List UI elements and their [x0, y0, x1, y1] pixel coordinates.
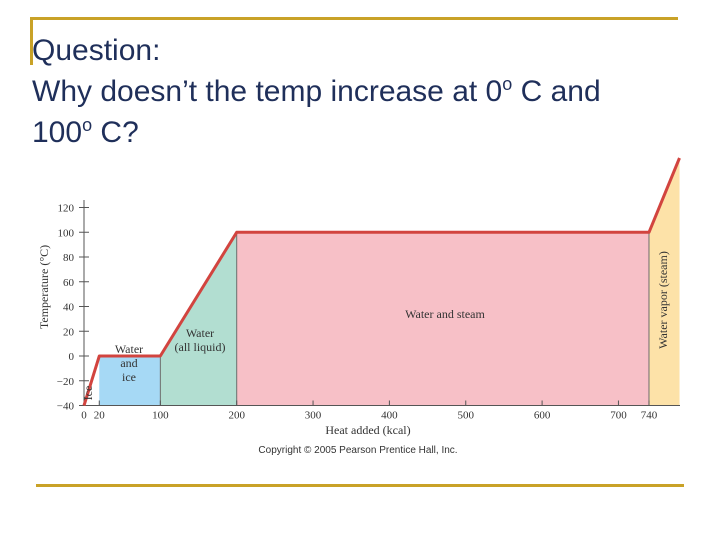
region-label: and — [120, 356, 137, 370]
question-text: Question: Why doesn’t the temp increase … — [32, 30, 692, 153]
region-fills — [84, 158, 680, 406]
question-line-2-text: Why doesn’t the temp increase at 0 — [32, 75, 503, 108]
x-tick-label: 0 — [81, 410, 87, 422]
region-label: Water vapor (steam) — [656, 251, 670, 349]
x-tick-label: 600 — [534, 410, 551, 422]
x-tick-label: 500 — [458, 410, 475, 422]
question-line-3-end: C? — [92, 116, 139, 149]
degree-symbol: o — [82, 115, 93, 135]
region-fill-4 — [648, 158, 680, 406]
left-accent-rule — [30, 17, 33, 65]
y-tick-label: 120 — [58, 203, 75, 215]
y-tick-label: 80 — [63, 252, 75, 264]
y-axis-title: Temperature (°C) — [37, 245, 51, 329]
y-tick-label: 0 — [69, 351, 75, 363]
region-label: Water and steam — [405, 307, 485, 321]
question-line-2-end: C and — [512, 75, 601, 108]
x-axis-title: Heat added (kcal) — [325, 423, 410, 437]
y-tick-label: −40 — [57, 401, 75, 413]
region-fill-1 — [99, 356, 161, 406]
x-tick-label: 740 — [641, 410, 658, 422]
y-tick-label: −20 — [57, 376, 75, 388]
question-line-3-text: 100 — [32, 116, 83, 149]
x-tick-label: 400 — [381, 410, 398, 422]
chart-axes: −40 −20 0 20 40 60 80 100 120 0 20 100 200 300 400 500 6… — [57, 200, 680, 422]
region-label: (all liquid) — [175, 340, 226, 354]
x-tick-label: 20 — [94, 410, 106, 422]
degree-symbol: o — [502, 74, 513, 94]
question-line-3: 100o C? — [32, 112, 692, 153]
region-label: Water — [186, 326, 214, 340]
question-line-2: Why doesn’t the temp increase at 0o C an… — [32, 71, 692, 112]
heating-curve — [82, 157, 681, 406]
y-tick-label: 100 — [58, 227, 75, 239]
region-fill-2 — [160, 232, 237, 406]
top-accent-rule — [30, 17, 678, 20]
x-tick-label: 200 — [228, 410, 245, 422]
y-tick-label: 40 — [63, 302, 75, 314]
copyright-credit: Copyright © 2005 Pearson Prentice Hall, … — [258, 445, 457, 456]
y-tick-label: 60 — [63, 277, 75, 289]
region-label: ice — [122, 370, 136, 384]
x-tick-label: 700 — [610, 410, 627, 422]
bottom-accent-rule — [36, 484, 684, 487]
region-label: Water — [115, 342, 143, 356]
heating-curve-line — [82, 157, 681, 406]
region-fill-3 — [236, 232, 649, 406]
region-label: Ice — [81, 386, 95, 401]
x-tick-label: 100 — [152, 410, 169, 422]
x-tick-label: 300 — [305, 410, 322, 422]
y-tick-label: 20 — [63, 326, 75, 338]
question-heading: Question: — [32, 34, 161, 67]
